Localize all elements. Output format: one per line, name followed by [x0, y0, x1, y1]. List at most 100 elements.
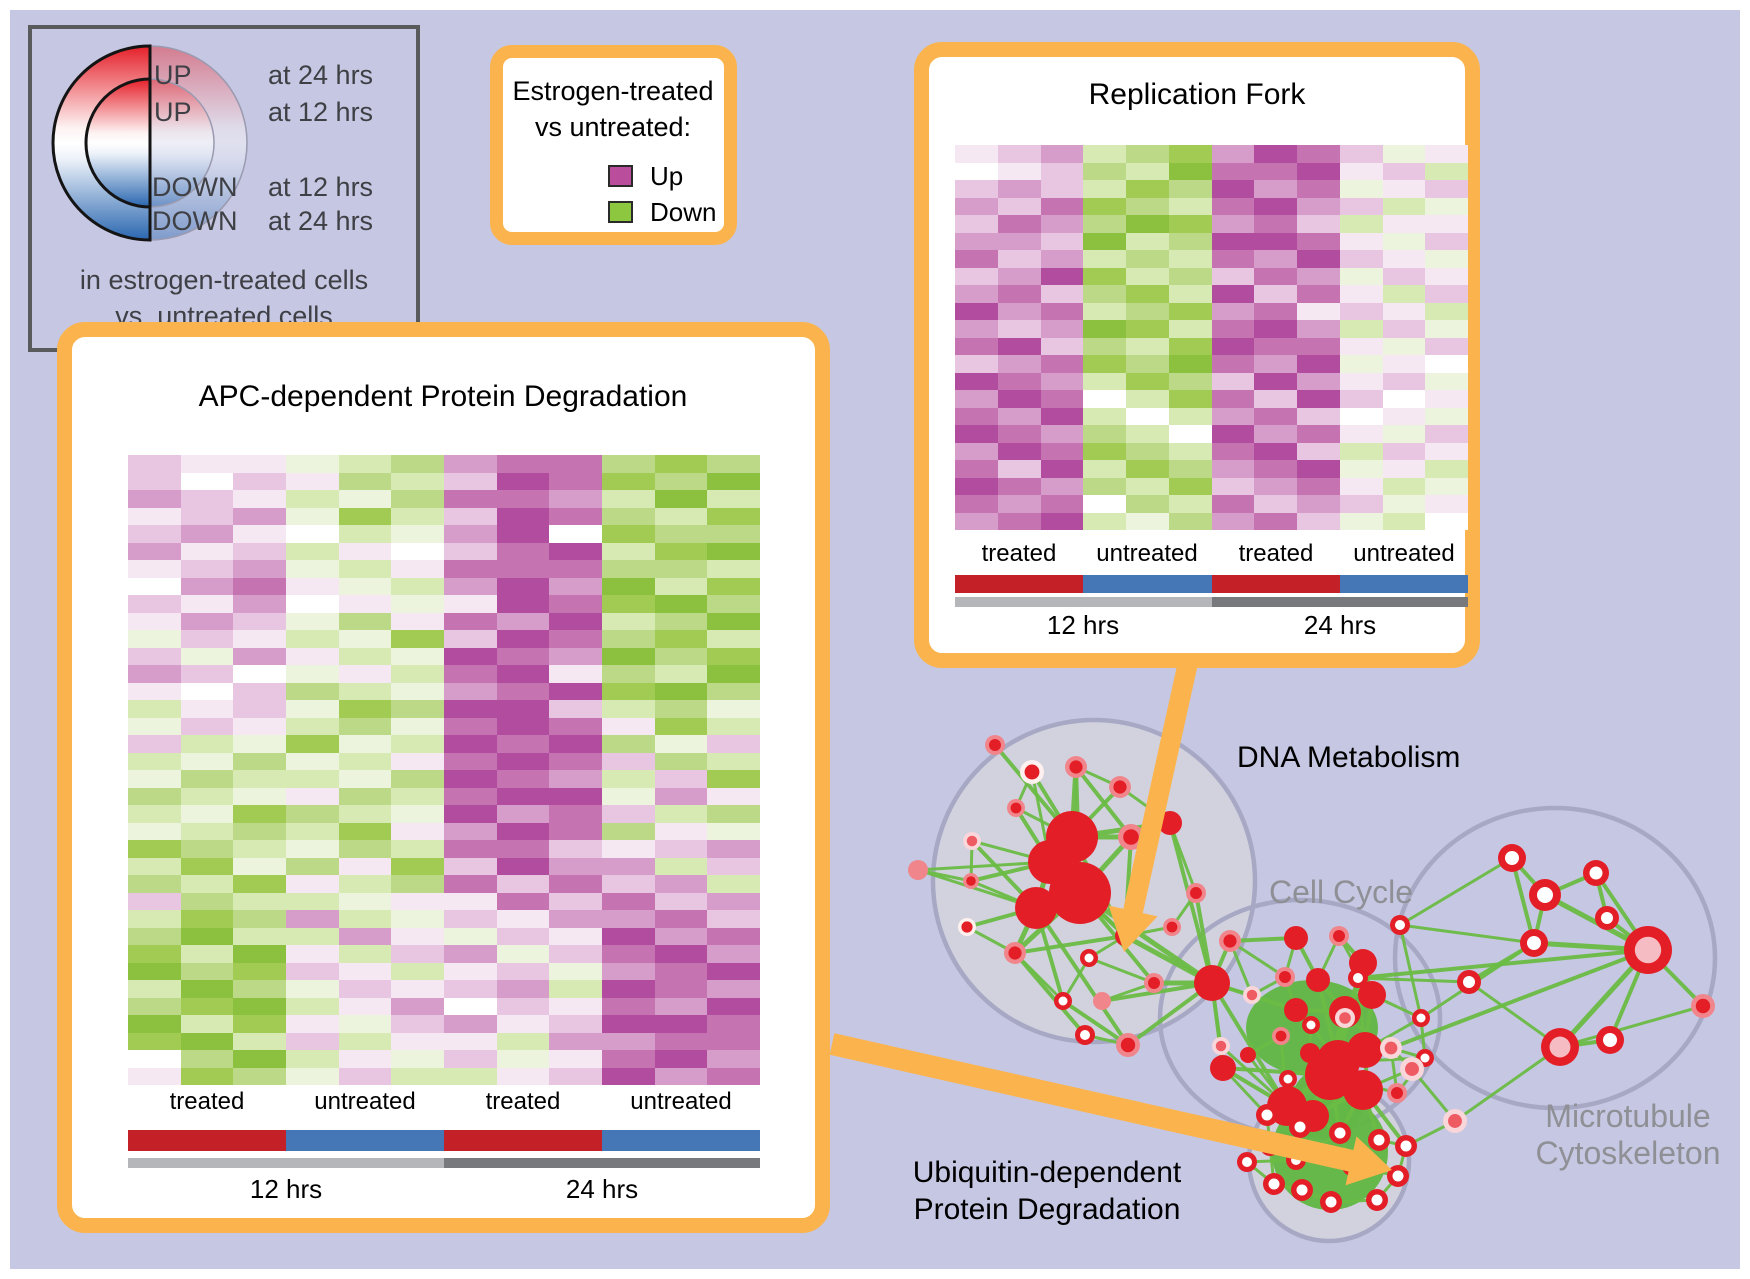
- network-edge: [1087, 956, 1156, 985]
- heatmap-row: [955, 302, 1468, 320]
- network-node-core: [1148, 977, 1160, 989]
- heatmap-row: [128, 875, 761, 893]
- network-node-core: [1010, 802, 1022, 814]
- network-edge: [1210, 981, 1289, 1108]
- network-node-solid: [1194, 965, 1230, 1001]
- microtubule-label-line1: Microtubule: [1545, 1098, 1711, 1134]
- network-node-core: [966, 835, 978, 847]
- network-node-core: [1246, 989, 1258, 1001]
- rf-group-untreated-12: untreated: [1096, 540, 1198, 567]
- heatmap-row: [128, 612, 761, 630]
- network-node-core: [1505, 851, 1519, 865]
- heatmap-row: [955, 425, 1468, 443]
- heatmap-row: [955, 145, 1468, 163]
- apc-24hrs-label: 24 hrs: [565, 1174, 639, 1204]
- heatmap-row: [955, 320, 1468, 338]
- estrogen-legend-title-line2: vs untreated:: [534, 112, 692, 142]
- heatmap-row: [128, 822, 761, 840]
- heatmap-row: [128, 927, 761, 945]
- apc-time-bar: [128, 1158, 760, 1168]
- network-node-core: [1080, 1030, 1090, 1040]
- network-node-core: [1008, 946, 1022, 960]
- heatmap-row: [955, 162, 1468, 180]
- network-node-core: [1242, 1157, 1252, 1167]
- legend-up-24-time: at 24 hrs: [268, 60, 374, 90]
- apc-treatment-bar: [128, 1130, 760, 1151]
- network-node-core: [1405, 1062, 1419, 1076]
- network-node-core: [1334, 1127, 1346, 1139]
- network-node-core: [989, 739, 1001, 751]
- heatmap-row: [128, 595, 761, 613]
- heatmap-row: [955, 215, 1468, 233]
- apc-heatmap: [128, 455, 761, 1085]
- network-edge: [1398, 923, 1536, 945]
- heatmap-row: [128, 805, 761, 823]
- network-edge: [1558, 1004, 1705, 1049]
- network-node-core: [1371, 1194, 1383, 1206]
- network-edge: [1453, 1045, 1562, 1123]
- heatmap-row: [128, 647, 761, 665]
- network-node-core: [1123, 829, 1139, 845]
- heatmap-row: [955, 407, 1468, 425]
- heatmap-row: [128, 735, 761, 753]
- network-node-core: [1463, 976, 1475, 988]
- network-node-core: [1069, 760, 1083, 774]
- heatmap-row: [128, 945, 761, 963]
- heatmap-row: [955, 250, 1468, 268]
- heatmap-row: [128, 630, 761, 648]
- heatmap-row: [128, 665, 761, 683]
- rf-group-untreated-24: untreated: [1353, 540, 1455, 567]
- network-node-core: [966, 876, 976, 886]
- network-edge: [1356, 976, 1471, 984]
- heatmap-row: [128, 700, 761, 718]
- network-node-solid: [1015, 887, 1057, 929]
- network-edge: [1356, 948, 1650, 980]
- network-node-core: [1589, 866, 1603, 880]
- ubiquitin-label-line2: Protein Degradation: [913, 1193, 1181, 1226]
- heatmap-row: [955, 442, 1468, 460]
- network-node-solid: [1358, 981, 1386, 1009]
- network-node-core: [1261, 1109, 1273, 1121]
- heatmap-row: [955, 267, 1468, 285]
- network-node-core: [1294, 1121, 1306, 1133]
- network-node-core: [1306, 1020, 1316, 1030]
- network-node-core: [1223, 934, 1237, 948]
- network-node-core: [1416, 1013, 1426, 1023]
- network-node-solid: [1284, 998, 1308, 1022]
- network-node-core: [1325, 1196, 1337, 1208]
- up-color-swatch: [608, 165, 633, 187]
- heatmap-row: [128, 1050, 761, 1068]
- network-node-solid: [1049, 862, 1111, 924]
- heatmap-row: [955, 390, 1468, 408]
- heatmap-row: [128, 980, 761, 998]
- heatmap-row: [128, 490, 761, 508]
- legend-down-24-dir: DOWN: [152, 206, 238, 236]
- network-edge: [1013, 934, 1127, 955]
- apc-group-untreated-24: untreated: [630, 1088, 732, 1115]
- network-node-core: [1695, 998, 1711, 1014]
- rf-treatment-bar: [955, 575, 1468, 593]
- network-node-solid: [1284, 926, 1308, 950]
- down-label: Down: [650, 197, 717, 227]
- panel-to-cluster-arrow: [829, 1033, 1392, 1186]
- network-node-solid: [1240, 1047, 1256, 1063]
- heatmap-row: [128, 682, 761, 700]
- network-node-core: [961, 921, 973, 933]
- heatmap-row: [128, 752, 761, 770]
- rf-12hrs-label: 12 hrs: [1046, 610, 1120, 640]
- replication-fork-heatmap: [955, 145, 1468, 530]
- network-node-core: [1384, 1041, 1398, 1055]
- apc-group-treated-12: treated: [169, 1088, 245, 1115]
- apc-group-untreated-12: untreated: [314, 1088, 416, 1115]
- rf-group-treated-12: treated: [981, 540, 1057, 567]
- heatmap-row: [128, 857, 761, 875]
- network-node-core: [1268, 1178, 1280, 1190]
- network-node-solid: [1306, 968, 1330, 992]
- network-node-core: [1215, 1040, 1227, 1052]
- heatmap-row: [128, 770, 761, 788]
- network-node-core: [1601, 912, 1613, 924]
- network-node-core: [1339, 1012, 1351, 1024]
- heatmap-row: [128, 1015, 761, 1033]
